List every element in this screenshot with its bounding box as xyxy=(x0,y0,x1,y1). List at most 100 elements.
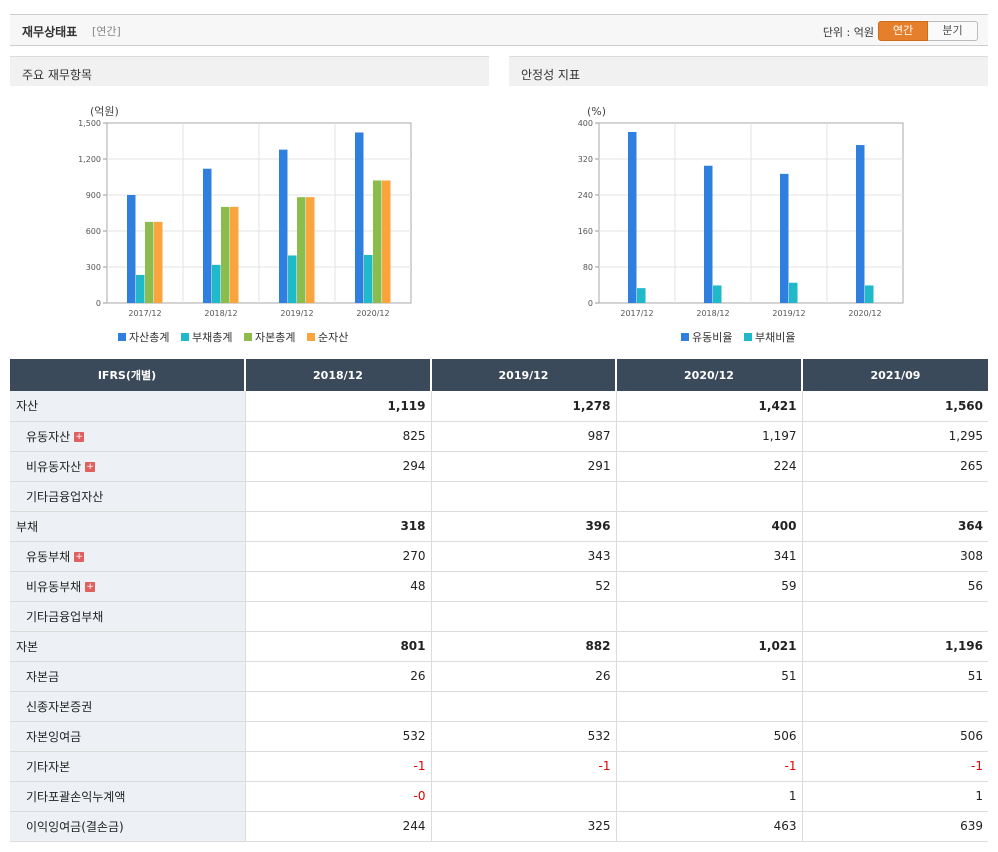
row-label[interactable]: 유동자산 + xyxy=(10,421,245,452)
bar xyxy=(780,173,789,303)
bar xyxy=(230,206,239,303)
row-label-text: 자본금 xyxy=(26,669,60,684)
bar xyxy=(637,288,646,303)
table-cell: 51 xyxy=(615,661,802,692)
table-row: 비유동부채 +48 52 59 56 xyxy=(10,571,988,602)
table-row: 비유동자산 +294 291 224 265 xyxy=(10,451,988,482)
table-cell: 224 xyxy=(615,451,802,482)
bar xyxy=(145,221,154,303)
bar xyxy=(154,221,163,303)
row-label[interactable]: 비유동자산 + xyxy=(10,451,245,482)
legend-swatch xyxy=(744,333,752,341)
bar xyxy=(382,180,391,303)
row-label-text: 이익잉여금(결손금) xyxy=(26,819,124,834)
table-cell: 1,295 xyxy=(801,421,988,452)
table-cell: 1,197 xyxy=(615,421,802,452)
table-cell xyxy=(430,781,616,812)
table-cell: 463 xyxy=(615,811,802,842)
table-row: 유동자산 +825 987 1,197 1,295 xyxy=(10,421,988,452)
table-cell: 400 xyxy=(615,511,802,542)
legend-label: 자산총계 xyxy=(129,331,169,344)
row-label: 기타금융업자산 xyxy=(10,481,245,512)
table-cell: 882 xyxy=(430,631,616,662)
bar xyxy=(364,255,373,303)
table-cell: 1,196 xyxy=(801,631,988,662)
col-header: 2018/12 xyxy=(244,359,431,391)
table-row: 유동부채 +270 343 341 308 xyxy=(10,541,988,572)
table-cell: -1 xyxy=(615,751,802,782)
table-cell xyxy=(615,691,802,722)
table-cell: 825 xyxy=(244,421,431,452)
legend-label: 유동비율 xyxy=(692,331,732,344)
table-cell xyxy=(615,601,802,632)
x-tick-label: 2020/12 xyxy=(356,309,389,318)
bar xyxy=(355,132,364,303)
period-toggle: 연간 분기 xyxy=(878,21,978,41)
table-cell: 26 xyxy=(430,661,616,692)
bar xyxy=(203,168,212,303)
row-label[interactable]: 비유동부채 + xyxy=(10,571,245,602)
table-cell xyxy=(430,601,616,632)
annual-button[interactable]: 연간 xyxy=(878,21,928,41)
expand-plus-icon[interactable]: + xyxy=(74,432,85,442)
table-cell: 1,119 xyxy=(244,391,431,422)
table-row: 이익잉여금(결손금) 244 325 463 639 xyxy=(10,811,988,842)
table-cell: 48 xyxy=(244,571,431,602)
row-label-text: 기타포괄손익누계액 xyxy=(26,789,126,804)
row-label-text: 자본 xyxy=(16,639,39,654)
row-label[interactable]: 유동부채 + xyxy=(10,541,245,572)
row-label-text: 기타금융업자산 xyxy=(26,489,104,504)
bar xyxy=(789,282,798,303)
table-row: 기타금융업부채 xyxy=(10,601,988,632)
bar xyxy=(704,165,713,303)
table-cell: -1 xyxy=(244,751,431,782)
expand-plus-icon[interactable]: + xyxy=(85,582,96,592)
y-tick-label: 320 xyxy=(578,155,593,164)
bar xyxy=(373,180,382,303)
table-cell xyxy=(801,691,988,722)
table-cell: -1 xyxy=(430,751,616,782)
table-cell: 506 xyxy=(801,721,988,752)
unit-label: (%) xyxy=(587,105,606,118)
bar xyxy=(136,274,145,303)
bar xyxy=(297,197,306,303)
table-cell: 291 xyxy=(430,451,616,482)
table-row: 기타자본 -1 -1 -1 -1 xyxy=(10,751,988,782)
table-cell: 532 xyxy=(244,721,431,752)
table-corner: IFRS(개별) xyxy=(10,359,245,391)
unit-label: 단위 : 억원 xyxy=(822,26,874,39)
table-row: 자산 1,119 1,278 1,421 1,560 xyxy=(10,391,988,422)
expand-plus-icon[interactable]: + xyxy=(74,552,85,562)
y-tick-label: 1,500 xyxy=(78,119,101,128)
table-cell xyxy=(801,601,988,632)
table-cell xyxy=(801,481,988,512)
table-cell: 1,278 xyxy=(430,391,616,422)
y-tick-label: 160 xyxy=(578,227,593,236)
table-cell: 506 xyxy=(615,721,802,752)
row-label-text: 부채 xyxy=(16,519,39,534)
row-label-text: 비유동부채 xyxy=(26,579,82,594)
table-cell: 1 xyxy=(615,781,802,812)
y-tick-label: 240 xyxy=(578,191,593,200)
table-cell xyxy=(244,601,431,632)
table-cell: -0 xyxy=(244,781,431,812)
expand-plus-icon[interactable]: + xyxy=(85,462,96,472)
period-label: [연간] xyxy=(92,25,121,38)
quarter-button[interactable]: 분기 xyxy=(928,21,978,41)
table-cell: 318 xyxy=(244,511,431,542)
col-header: 2021/09 xyxy=(801,359,988,391)
y-tick-label: 400 xyxy=(578,119,593,128)
financial-items-chart: (억원) 0 300 600 900 1,200 1,500 2017/12 2018/12 20… xyxy=(78,105,412,344)
table-cell: 325 xyxy=(430,811,616,842)
balance-sheet-table: IFRS(개별) 2018/12 2019/12 2020/12 2021/09… xyxy=(10,359,988,842)
y-tick-label: 0 xyxy=(96,299,101,308)
table-cell: 1,421 xyxy=(615,391,802,422)
table-cell: 51 xyxy=(801,661,988,692)
row-label: 이익잉여금(결손금) xyxy=(10,811,245,842)
table-cell: 294 xyxy=(244,451,431,482)
table-row: 신종자본증권 xyxy=(10,691,988,722)
bar xyxy=(856,145,865,303)
table-cell: 308 xyxy=(801,541,988,572)
table-cell: 987 xyxy=(430,421,616,452)
legend-swatch xyxy=(681,333,689,341)
